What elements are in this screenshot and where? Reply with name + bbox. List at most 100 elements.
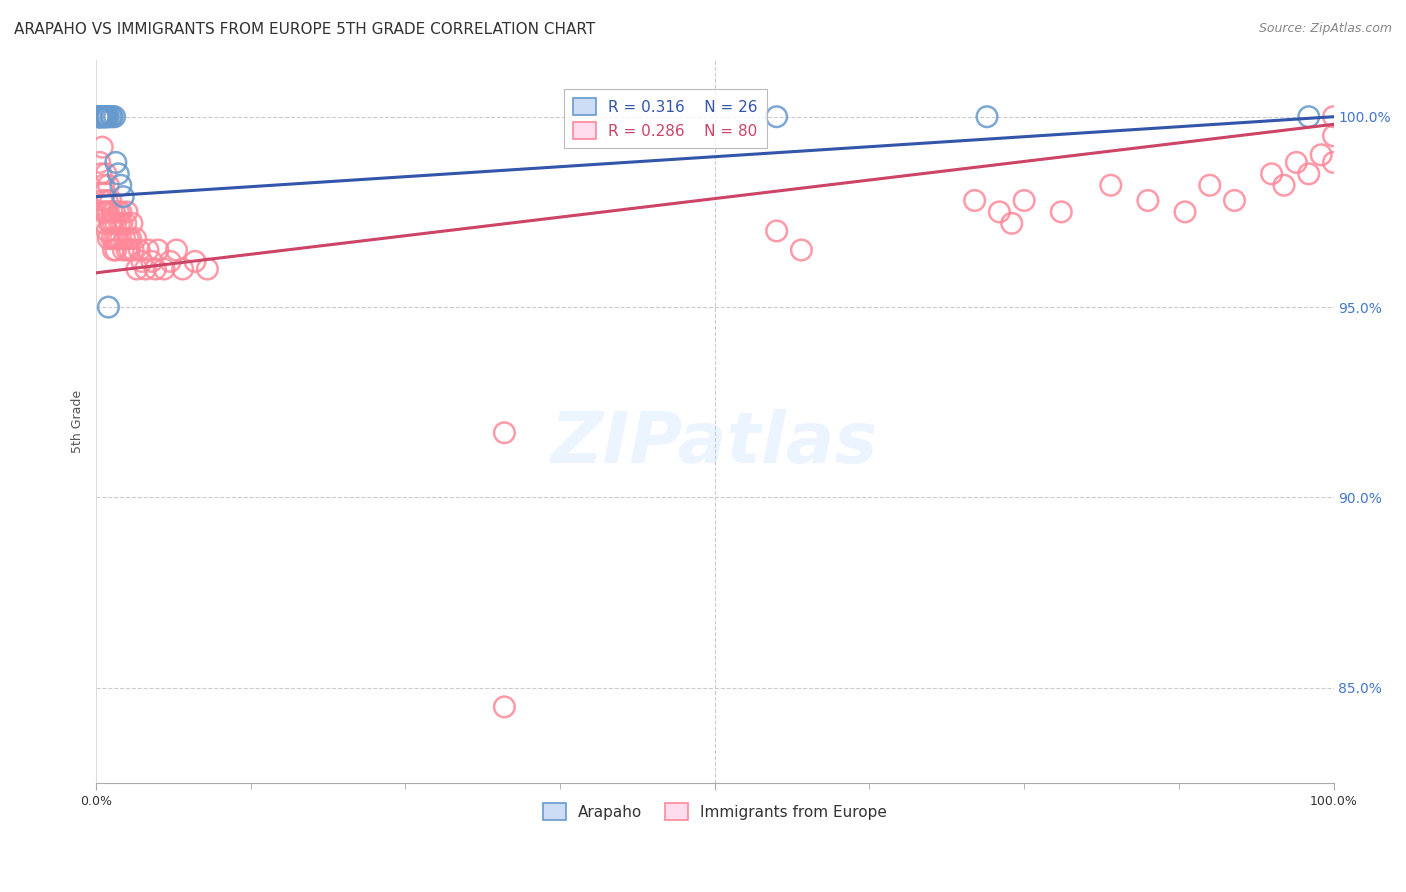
Point	[124, 231, 146, 245]
Point	[159, 254, 181, 268]
Point	[87, 110, 110, 124]
Point	[118, 243, 141, 257]
Point	[107, 205, 129, 219]
Point	[153, 262, 176, 277]
Point	[105, 231, 128, 245]
Point	[96, 110, 118, 124]
Point	[93, 110, 115, 124]
Point	[122, 243, 145, 257]
Y-axis label: 5th Grade: 5th Grade	[72, 390, 84, 453]
Point	[104, 110, 127, 124]
Point	[87, 110, 110, 124]
Point	[90, 110, 112, 124]
Point	[110, 178, 132, 193]
Point	[104, 155, 127, 169]
Point	[790, 243, 813, 257]
Point	[1260, 167, 1282, 181]
Point	[93, 216, 115, 230]
Point	[89, 110, 111, 124]
Point	[104, 231, 127, 245]
Point	[93, 110, 115, 124]
Point	[146, 243, 169, 257]
Point	[93, 110, 115, 124]
Point	[1223, 194, 1246, 208]
Point	[89, 155, 111, 169]
Point	[97, 178, 120, 193]
Point	[114, 216, 136, 230]
Point	[100, 194, 122, 208]
Point	[121, 216, 143, 230]
Point	[107, 167, 129, 181]
Text: ZIPatlas: ZIPatlas	[551, 409, 879, 477]
Point	[988, 205, 1011, 219]
Point	[89, 110, 111, 124]
Point	[1001, 216, 1024, 230]
Point	[1136, 194, 1159, 208]
Point	[141, 254, 163, 268]
Point	[96, 194, 118, 208]
Legend: Arapaho, Immigrants from Europe: Arapaho, Immigrants from Europe	[537, 797, 893, 826]
Point	[97, 110, 120, 124]
Point	[97, 231, 120, 245]
Point	[100, 110, 122, 124]
Point	[108, 216, 131, 230]
Point	[98, 216, 121, 230]
Point	[1099, 178, 1122, 193]
Point	[976, 110, 998, 124]
Point	[94, 167, 117, 181]
Point	[97, 205, 120, 219]
Point	[172, 262, 194, 277]
Point	[135, 262, 157, 277]
Text: Source: ZipAtlas.com: Source: ZipAtlas.com	[1258, 22, 1392, 36]
Point	[90, 110, 112, 124]
Point	[136, 243, 159, 257]
Point	[115, 205, 138, 219]
Point	[112, 189, 135, 203]
Point	[94, 205, 117, 219]
Point	[112, 243, 135, 257]
Point	[101, 231, 124, 245]
Point	[101, 205, 124, 219]
Point	[103, 243, 125, 257]
Text: ARAPAHO VS IMMIGRANTS FROM EUROPE 5TH GRADE CORRELATION CHART: ARAPAHO VS IMMIGRANTS FROM EUROPE 5TH GR…	[14, 22, 595, 37]
Point	[90, 167, 112, 181]
Point	[131, 254, 153, 268]
Point	[1272, 178, 1295, 193]
Point	[184, 254, 207, 268]
Point	[97, 300, 120, 314]
Point	[197, 262, 219, 277]
Point	[765, 110, 787, 124]
Point	[1174, 205, 1197, 219]
Point	[120, 231, 142, 245]
Point	[128, 243, 150, 257]
Point	[1298, 110, 1320, 124]
Point	[765, 224, 787, 238]
Point	[1322, 155, 1344, 169]
Point	[111, 216, 134, 230]
Point	[166, 243, 188, 257]
Point	[91, 140, 114, 154]
Point	[91, 194, 114, 208]
Point	[1310, 148, 1333, 162]
Point	[104, 216, 127, 230]
Point	[494, 699, 516, 714]
Point	[125, 262, 148, 277]
Point	[87, 110, 110, 124]
Point	[494, 425, 516, 440]
Point	[93, 186, 115, 200]
Point	[1050, 205, 1073, 219]
Point	[94, 110, 117, 124]
Point	[104, 243, 127, 257]
Point	[107, 231, 129, 245]
Point	[93, 205, 115, 219]
Point	[110, 205, 132, 219]
Point	[963, 194, 986, 208]
Point	[1198, 178, 1220, 193]
Point	[96, 224, 118, 238]
Point	[103, 216, 125, 230]
Point	[115, 243, 138, 257]
Point	[1298, 167, 1320, 181]
Point	[1322, 128, 1344, 143]
Point	[100, 216, 122, 230]
Point	[1285, 155, 1308, 169]
